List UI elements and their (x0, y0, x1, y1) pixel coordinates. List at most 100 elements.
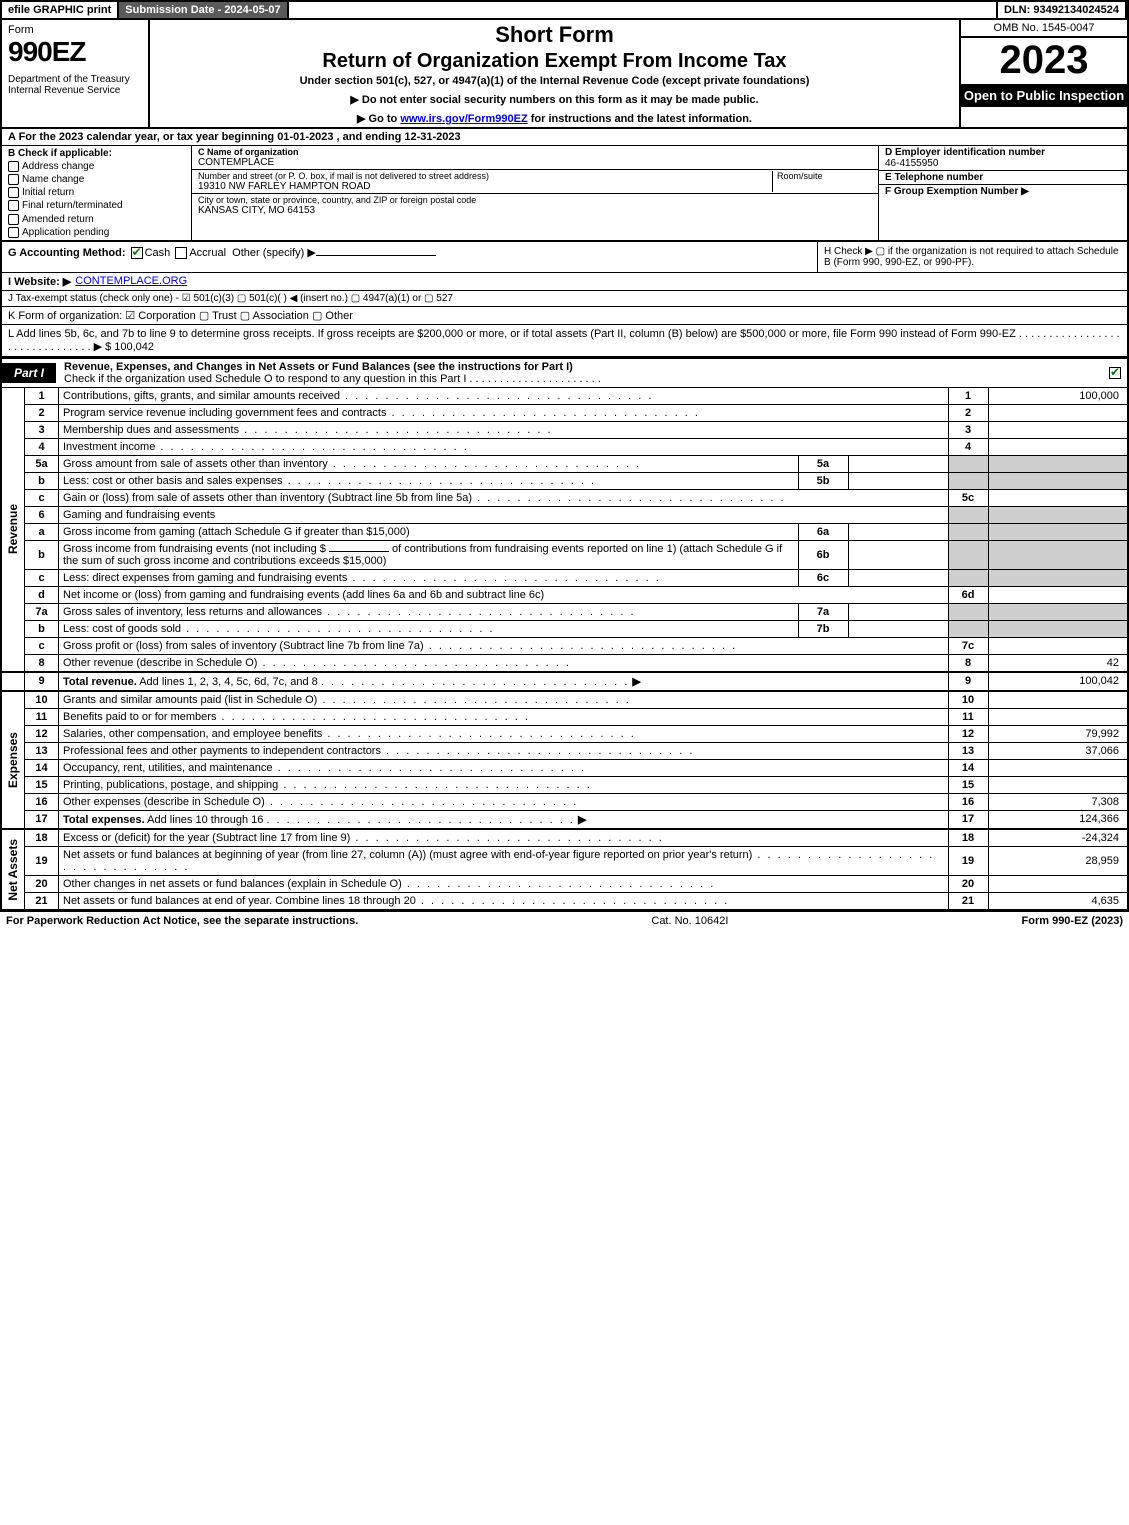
line-10-text: Grants and similar amounts paid (list in… (63, 694, 631, 706)
line-17-rnum: 17 (948, 810, 988, 829)
line-8-text: Other revenue (describe in Schedule O) (63, 657, 571, 669)
line-18-rnum: 18 (948, 829, 988, 847)
b-item-1: Name change (22, 174, 84, 185)
row-k-form-org: K Form of organization: ☑ Corporation ▢ … (0, 307, 1129, 325)
tax-year: 2023 (961, 38, 1127, 84)
line-6-rnum (948, 506, 988, 523)
line-7a-sub: 7a (798, 603, 848, 620)
efile-print-button[interactable]: efile GRAPHIC print (2, 2, 119, 18)
b-item-5: Application pending (22, 227, 109, 238)
line-16-text: Other expenses (describe in Schedule O) (63, 796, 578, 808)
line-5a-sub: 5a (798, 455, 848, 472)
line-10-rnum: 10 (948, 691, 988, 709)
line-17-text: Add lines 10 through 16 (147, 814, 263, 826)
checkbox-application-pending[interactable] (8, 227, 19, 238)
line-14-num: 14 (25, 759, 59, 776)
b-item-4: Amended return (22, 214, 94, 225)
part-i-tab: Part I (2, 363, 56, 383)
line-1-rnum: 1 (948, 388, 988, 405)
line-15-rnum: 15 (948, 776, 988, 793)
checkbox-initial-return[interactable] (8, 187, 19, 198)
b-item-2: Initial return (22, 187, 74, 198)
line-6c-num: c (25, 569, 59, 586)
line-5a-rval (988, 455, 1128, 472)
footer-formref: Form 990-EZ (2023) (1022, 915, 1123, 927)
submission-date-button[interactable]: Submission Date - 2024-05-07 (119, 2, 288, 18)
instructions-note: ▶ Go to www.irs.gov/Form990EZ for instru… (156, 112, 953, 125)
c-city-label: City or town, state or province, country… (198, 195, 872, 205)
org-street: 19310 NW FARLEY HAMPTON ROAD (198, 181, 772, 192)
line-13-num: 13 (25, 742, 59, 759)
part-i-header: Part I Revenue, Expenses, and Changes in… (0, 357, 1129, 388)
line-20-text: Other changes in net assets or fund bala… (63, 878, 715, 890)
line-7b-num: b (25, 620, 59, 637)
irs-link[interactable]: www.irs.gov/Form990EZ (400, 113, 527, 125)
header-left: Form 990EZ Department of the Treasury In… (2, 20, 150, 127)
line-8-value: 42 (988, 654, 1128, 672)
form-header: Form 990EZ Department of the Treasury In… (0, 20, 1129, 129)
g-other-input[interactable] (316, 255, 436, 256)
line-1-value: 100,000 (988, 388, 1128, 405)
line-5a-text: Gross amount from sale of assets other t… (63, 458, 641, 470)
note2-post: for instructions and the latest informat… (528, 113, 752, 125)
i-label: I Website: ▶ (8, 275, 71, 288)
checkbox-amended-return[interactable] (8, 214, 19, 225)
netassets-side-label: Net Assets (6, 839, 20, 901)
c-name-label: C Name of organization (198, 147, 299, 157)
line-7b-sub: 7b (798, 620, 848, 637)
line-2-text: Program service revenue including govern… (63, 407, 700, 419)
column-c: C Name of organization CONTEMPLACE Numbe… (192, 146, 879, 240)
checkbox-address-change[interactable] (8, 161, 19, 172)
line-6c-text: Less: direct expenses from gaming and fu… (63, 572, 661, 584)
line-19-num: 19 (25, 846, 59, 875)
ssn-warning: ▶ Do not enter social security numbers o… (156, 93, 953, 106)
line-6a-sub: 6a (798, 523, 848, 540)
row-j-tax-exempt: J Tax-exempt status (check only one) - ☑… (0, 291, 1129, 307)
row-i-website: I Website: ▶ CONTEMPLACE.ORG (0, 273, 1129, 291)
checkbox-schedule-o[interactable] (1109, 367, 1121, 379)
website-link[interactable]: CONTEMPLACE.ORG (75, 275, 187, 287)
line-2-num: 2 (25, 404, 59, 421)
expenses-side-label: Expenses (6, 732, 20, 788)
line-15-value (988, 776, 1128, 793)
checkbox-accrual[interactable] (175, 247, 187, 259)
org-city: KANSAS CITY, MO 64153 (198, 205, 872, 216)
header-center: Short Form Return of Organization Exempt… (150, 20, 959, 127)
g-accrual: Accrual (189, 247, 226, 259)
checkbox-final-return[interactable] (8, 200, 19, 211)
line-5c-rnum: 5c (948, 489, 988, 506)
line-20-num: 20 (25, 875, 59, 892)
line-5b-subval (848, 472, 948, 489)
line-1-text: Contributions, gifts, grants, and simila… (63, 390, 653, 402)
c-street-label: Number and street (or P. O. box, if mail… (198, 171, 772, 181)
d-ein-label: D Employer identification number (885, 147, 1121, 158)
line-17-num: 17 (25, 810, 59, 829)
line-7a-rnum (948, 603, 988, 620)
line-9-num: 9 (25, 672, 59, 691)
line-6b-rval (988, 540, 1128, 569)
checkbox-name-change[interactable] (8, 174, 19, 185)
e-tel-label: E Telephone number (885, 172, 1121, 183)
line-6a-rnum (948, 523, 988, 540)
line-6-rval (988, 506, 1128, 523)
form-word: Form (8, 24, 142, 36)
line-6-text: Gaming and fundraising events (59, 506, 949, 523)
line-7b-rnum (948, 620, 988, 637)
line-10-num: 10 (25, 691, 59, 709)
h-schedule-b: H Check ▶ ▢ if the organization is not r… (817, 242, 1127, 272)
line-3-rnum: 3 (948, 421, 988, 438)
g-accounting: G Accounting Method: Cash Accrual Other … (2, 242, 817, 272)
dln-label: DLN: 93492134024524 (996, 2, 1127, 18)
line-14-text: Occupancy, rent, utilities, and maintena… (63, 762, 586, 774)
line-6a-subval (848, 523, 948, 540)
checkbox-cash[interactable] (131, 247, 143, 259)
line-3-text: Membership dues and assessments (63, 424, 553, 436)
form-title: Return of Organization Exempt From Incom… (156, 50, 953, 73)
line-19-value: 28,959 (988, 846, 1128, 875)
line-7c-value (988, 637, 1128, 654)
form-subtitle: Under section 501(c), 527, or 4947(a)(1)… (156, 75, 953, 87)
line-7b-rval (988, 620, 1128, 637)
line-a: A For the 2023 calendar year, or tax yea… (0, 129, 1129, 146)
line-20-value (988, 875, 1128, 892)
org-name: CONTEMPLACE (198, 157, 872, 168)
